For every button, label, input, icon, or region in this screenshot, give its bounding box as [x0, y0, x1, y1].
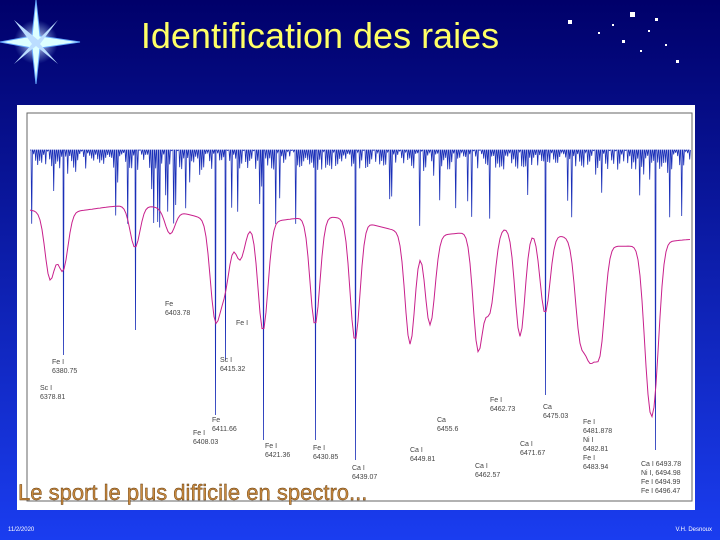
line-label: Sc I: [220, 357, 232, 364]
line-labels: Fe 6403.78 Fe I Fe I 6380.75 Sc I 6378.81 Sc I 6…: [40, 301, 681, 495]
line-label: Fe I: [193, 430, 205, 437]
caption: Le sport le plus difficile en spectro...: [18, 480, 367, 505]
line-label: Fe I: [583, 455, 595, 462]
spectrum-blue: [30, 149, 691, 461]
line-label: 6482.81: [583, 446, 608, 453]
line-label: Ca I: [352, 465, 365, 472]
line-label: Ca I 6493.78: [641, 461, 681, 468]
line-label: 6471.67: [520, 450, 545, 457]
line-label: Fe I: [265, 443, 277, 450]
star-dots: [568, 12, 679, 63]
spectrum-magenta: [29, 205, 691, 419]
line-label: Fe I 6496.47: [641, 488, 680, 495]
line-label: 6408.03: [193, 439, 218, 446]
line-label: Sc I: [40, 385, 52, 392]
line-label: Ca: [543, 404, 552, 411]
line-label: 6462.73: [490, 406, 515, 413]
line-label: 6475.03: [543, 413, 568, 420]
line-label: Fe I 6494.99: [641, 479, 680, 486]
line-label: Ni I: [583, 437, 594, 444]
line-label: Ca I: [520, 441, 533, 448]
spectrum: [29, 149, 691, 461]
line-label: 6483.94: [583, 464, 608, 471]
line-label: Fe I: [236, 320, 248, 327]
line-label: Ni I, 6494.98: [641, 470, 681, 477]
line-label: Ca I: [475, 463, 488, 470]
spectrum-frame: [26, 112, 693, 502]
line-label: 6378.81: [40, 394, 65, 401]
line-label: 6449.81: [410, 456, 435, 463]
line-label: 6455.6: [437, 426, 459, 433]
line-label: 6481.878: [583, 428, 612, 435]
line-label: Fe: [212, 417, 220, 424]
line-label: 6439.07: [352, 474, 377, 481]
line-label: 6421.36: [265, 452, 290, 459]
line-label: Fe I: [490, 397, 502, 404]
slide-title: Identification des raies: [141, 15, 499, 56]
line-label: 6380.75: [52, 368, 77, 375]
footer-author: V.H. Desnoux: [676, 527, 712, 533]
line-label: 6415.32: [220, 366, 245, 373]
line-label: 6411.66: [212, 426, 237, 433]
line-label: Fe I: [583, 419, 595, 426]
line-label: Fe: [165, 301, 173, 308]
star-icon: [0, 0, 81, 85]
line-label: 6462.57: [475, 472, 500, 479]
line-label: 6430.85: [313, 454, 338, 461]
line-label: 6403.78: [165, 310, 190, 317]
line-label: Ca I: [410, 447, 423, 454]
line-label: Fe I: [313, 445, 325, 452]
line-label: Ca: [437, 417, 446, 424]
line-label: Fe I: [52, 359, 64, 366]
footer-date: 11/2/2020: [8, 527, 35, 533]
